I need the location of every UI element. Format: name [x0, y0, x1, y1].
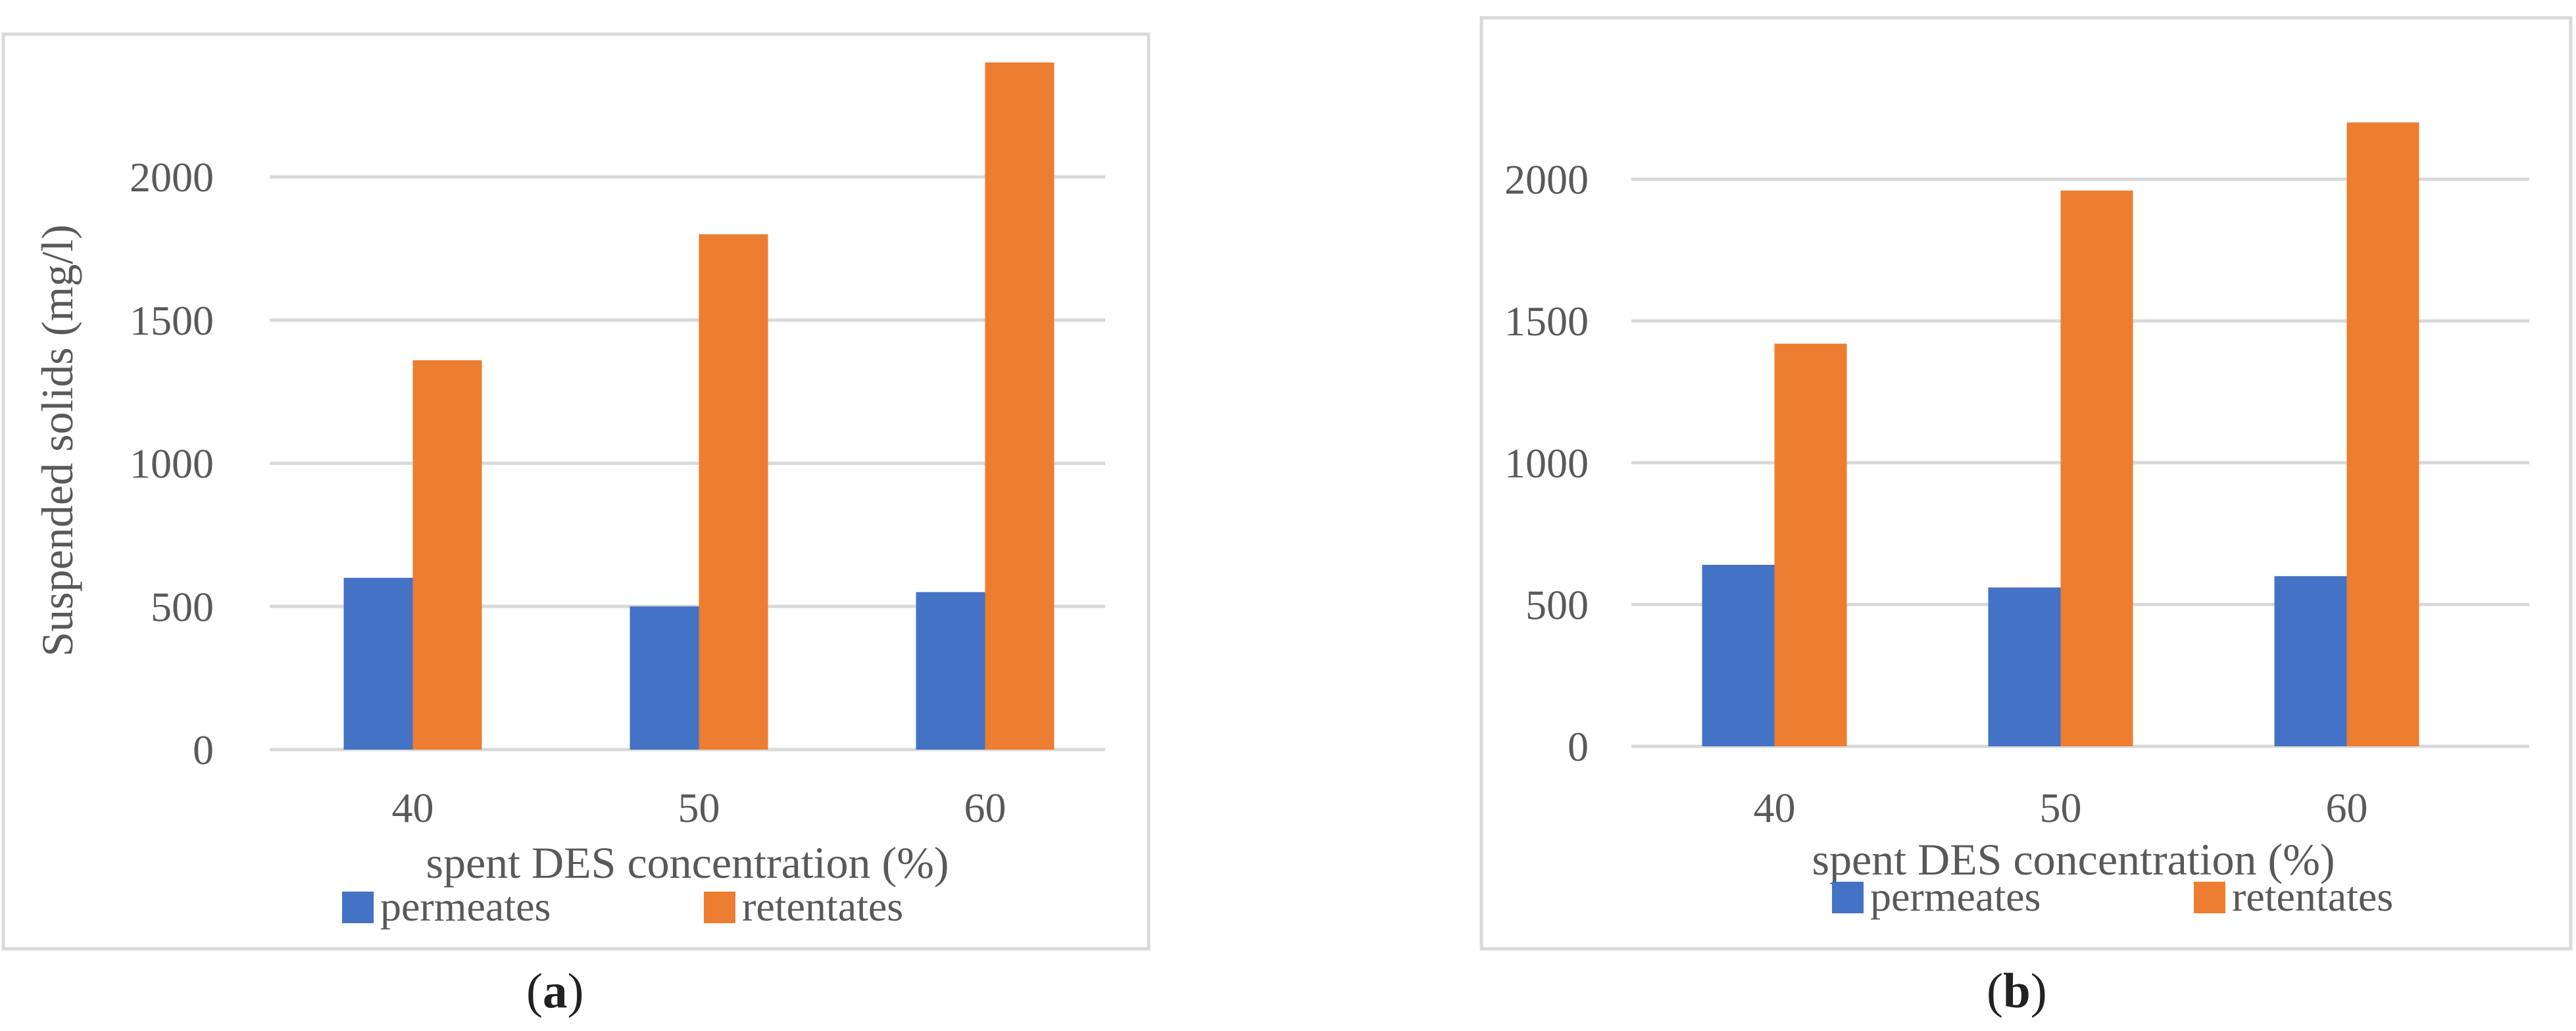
legend-swatch-b-retentates [2194, 882, 2225, 913]
caption-a-letter: a [542, 964, 568, 1019]
x-tick-label-a: 60 [964, 784, 1006, 831]
y-tick-label-a: 1500 [130, 297, 214, 344]
bar-a-permeates-40 [343, 577, 413, 750]
y-tick-label-b: 1000 [1504, 440, 1589, 487]
bar-b-permeates-60 [2274, 576, 2347, 746]
bar-a-permeates-60 [916, 592, 985, 750]
bar-b-retentates-40 [1774, 343, 1847, 746]
panel-frame-b [1479, 16, 2573, 951]
caption-b-letter: b [2002, 964, 2031, 1019]
x-tick-label-a: 50 [678, 784, 720, 831]
bar-a-retentates-50 [699, 234, 768, 750]
bar-a-retentates-60 [985, 62, 1054, 750]
bar-b-permeates-50 [1988, 587, 2061, 746]
legend-swatch-b-permeates [1832, 882, 1864, 913]
y-tick-label-a: 2000 [130, 154, 214, 201]
y-tick-label-a: 500 [151, 583, 214, 630]
caption-b-open: ( [1987, 964, 2003, 1019]
x-tick-label-a: 40 [392, 784, 434, 831]
caption-b-close: ) [2030, 964, 2047, 1019]
legend-swatch-a-permeates [342, 892, 374, 923]
y-tick-label-a: 0 [193, 727, 214, 773]
bar-a-permeates-50 [630, 606, 699, 750]
legend-label-b-permeates: permeates [1870, 873, 2041, 920]
caption-a: (a) [526, 963, 583, 1020]
legend-label-a-retentates: retentates [742, 883, 903, 930]
panel-frame-a [1, 32, 1151, 951]
bar-a-retentates-40 [412, 360, 482, 750]
x-tick-label-b: 40 [1754, 784, 1796, 831]
x-tick-label-b: 50 [2040, 784, 2082, 831]
caption-a-open: ( [526, 964, 543, 1019]
y-axis-label-a: Suspended solids (mg/l) [32, 224, 82, 656]
y-tick-label-b: 2000 [1504, 156, 1589, 203]
bar-b-retentates-50 [2060, 190, 2133, 746]
y-tick-label-b: 1500 [1504, 298, 1589, 345]
legend-label-b-retentates: retentates [2232, 873, 2393, 920]
x-tick-label-b: 60 [2326, 784, 2368, 831]
bar-b-retentates-60 [2346, 122, 2419, 746]
y-tick-label-b: 500 [1525, 581, 1589, 628]
caption-a-close: ) [567, 964, 584, 1019]
y-tick-label-a: 1000 [130, 441, 214, 487]
x-axis-label-a: spent DES concentration (%) [426, 838, 949, 888]
legend-swatch-a-retentates [704, 892, 735, 923]
legend-label-a-permeates: permeates [380, 883, 551, 930]
x-axis-label-b: spent DES concentration (%) [1812, 834, 2335, 884]
bar-b-permeates-40 [1702, 565, 1775, 746]
caption-b: (b) [1987, 963, 2047, 1020]
y-tick-label-b: 0 [1568, 723, 1589, 770]
